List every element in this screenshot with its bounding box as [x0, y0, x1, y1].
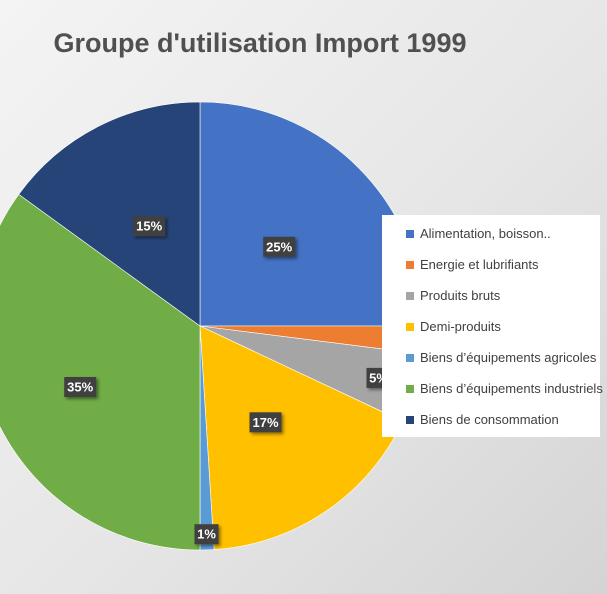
data-label: 1%	[194, 524, 219, 545]
legend-label: Alimentation, boisson..	[420, 226, 551, 241]
chart-title: Groupe d'utilisation Import 1999	[53, 28, 467, 58]
legend-swatch	[406, 415, 414, 424]
pie-slice	[18, 101, 201, 327]
data-label-text: 17%	[252, 415, 278, 430]
pie-slice	[199, 325, 404, 550]
data-label: 25%	[263, 236, 296, 257]
data-label: 17%	[249, 412, 282, 433]
legend-label: Energie et lubrifiants	[420, 257, 539, 272]
legend-swatch	[406, 384, 414, 393]
data-label: 35%	[64, 377, 97, 397]
legend-swatch	[406, 291, 414, 300]
data-label-text: 15%	[136, 219, 162, 234]
legend-swatch	[406, 353, 414, 362]
legend-label: Biens de consommation	[420, 412, 559, 427]
legend-label: Demi-produits	[420, 319, 501, 334]
legend-item: Demi-produits	[406, 319, 501, 334]
legend-item: Produits bruts	[406, 288, 500, 303]
legend-swatch	[406, 229, 414, 238]
legend-label: Produits bruts	[420, 288, 501, 303]
data-label: 15%	[133, 216, 166, 237]
pie-slice	[0, 193, 201, 551]
legend-item: Energie et lubrifiants	[406, 257, 539, 272]
legend-item: Biens d’équipements industriels	[406, 381, 603, 396]
legend-label: Biens d’équipements agricoles	[420, 350, 597, 365]
data-label-text: 1%	[197, 527, 216, 542]
legend-item: Biens de consommation	[406, 412, 559, 427]
legend-label: Biens d’équipements industriels	[420, 381, 603, 396]
legend-item: Biens d’équipements agricoles	[406, 350, 596, 365]
legend-item: Alimentation, boisson..	[406, 226, 551, 241]
legend-swatch	[406, 260, 414, 269]
data-label-text: 35%	[67, 380, 93, 395]
data-label-text: 25%	[266, 239, 292, 254]
legend-swatch	[406, 322, 414, 331]
legend: Alimentation, boisson.. Energie et lubrif…	[382, 215, 603, 437]
